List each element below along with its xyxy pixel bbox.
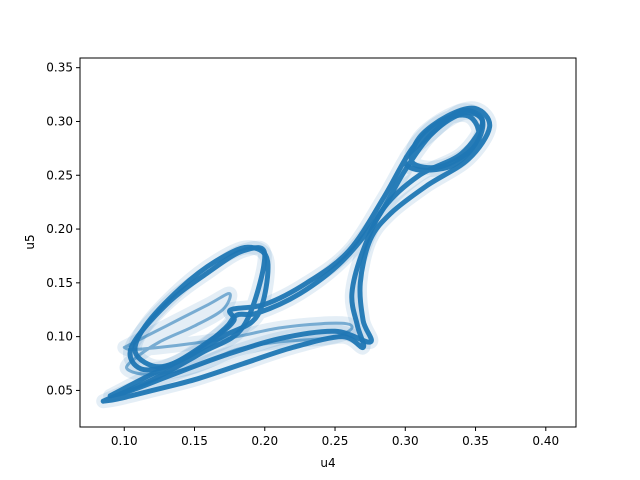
y-tick-label: 0.15 — [46, 276, 73, 290]
x-tick-label: 0.35 — [462, 434, 489, 448]
x-tick-label: 0.15 — [181, 434, 208, 448]
y-axis-ticks: 0.05 0.10 0.15 0.20 0.25 0.30 0.35 — [46, 61, 80, 397]
y-axis-label: u5 — [23, 234, 37, 249]
y-tick-label: 0.30 — [46, 114, 73, 128]
y-tick-label: 0.10 — [46, 330, 73, 344]
x-tick-label: 0.40 — [532, 434, 559, 448]
x-axis-label: u4 — [320, 456, 335, 470]
y-tick-label: 0.25 — [46, 168, 73, 182]
x-tick-label: 0.25 — [322, 434, 349, 448]
y-tick-label: 0.05 — [46, 383, 73, 397]
x-axis-ticks: 0.10 0.15 0.20 0.25 0.30 0.35 0.40 — [111, 427, 559, 448]
y-tick-label: 0.20 — [46, 222, 73, 236]
series-layer — [96, 101, 497, 409]
series-2-line — [122, 292, 354, 376]
x-tick-label: 0.10 — [111, 434, 138, 448]
axes-frame — [79, 57, 577, 428]
series-1-line — [107, 105, 493, 399]
x-tick-label: 0.30 — [392, 434, 419, 448]
x-tick-label: 0.20 — [251, 434, 278, 448]
y-tick-label: 0.35 — [46, 61, 73, 75]
